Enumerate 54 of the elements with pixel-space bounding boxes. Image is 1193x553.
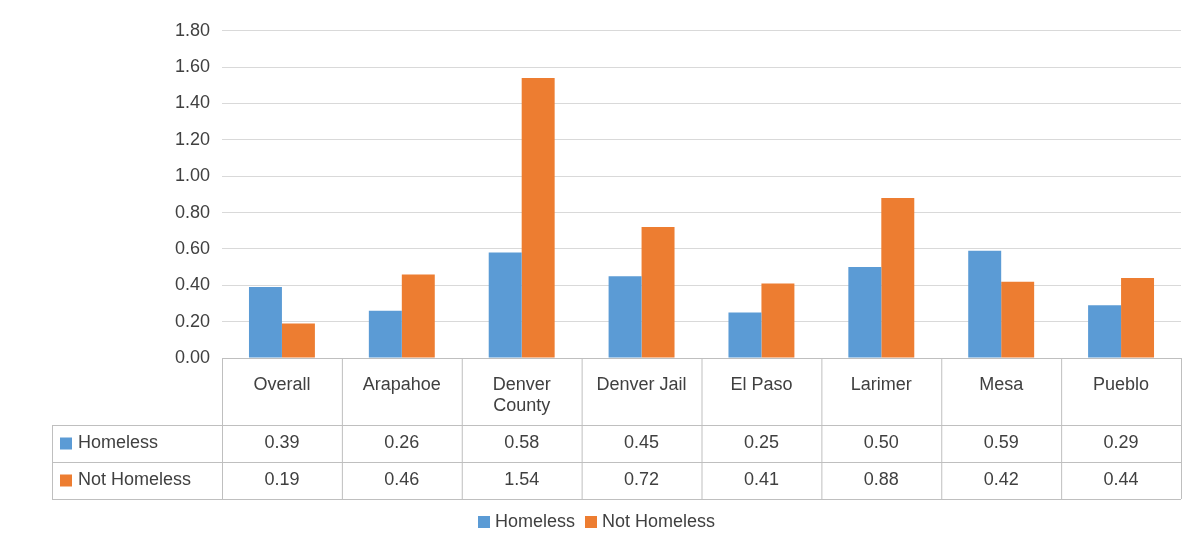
text: Homeless	[494, 511, 575, 531]
text: Not Homeless	[601, 511, 716, 531]
data-label: 0.25	[743, 432, 779, 453]
x-tick-label: Denver Jail	[596, 373, 687, 394]
bar	[881, 198, 915, 358]
bar	[968, 250, 1002, 358]
bar	[1088, 305, 1122, 358]
data-label: 0.41	[743, 469, 779, 490]
bar	[281, 323, 315, 358]
x-tick-label: Larimer	[850, 373, 912, 394]
bar	[608, 276, 642, 358]
x-tick-label: Denver County	[492, 373, 551, 416]
y-tick-label: 1.00	[174, 165, 210, 186]
legend-label: Not Homeless	[78, 469, 192, 490]
data-label: 0.39	[264, 432, 300, 453]
y-tick-label: 0.40	[174, 274, 210, 295]
x-tick-label: El Paso	[730, 373, 793, 394]
bar	[1001, 281, 1035, 358]
data-label: 0.29	[1103, 432, 1139, 453]
y-tick-label: 0.20	[174, 310, 210, 331]
y-tick-label: 1.60	[174, 56, 210, 77]
x-tick-label: Pueblo	[1093, 373, 1150, 394]
y-tick-label: 0.80	[174, 201, 210, 222]
data-label: 1.54	[504, 469, 540, 490]
data-label: 0.42	[983, 469, 1019, 490]
bar	[368, 310, 402, 358]
y-tick-label: 0.00	[174, 346, 210, 367]
bar	[521, 78, 555, 358]
data-label: 0.50	[863, 432, 899, 453]
data-label: 0.58	[504, 432, 540, 453]
data-label: 0.72	[624, 469, 660, 490]
bar	[401, 274, 435, 358]
data-label: 0.44	[1103, 469, 1139, 490]
bar	[248, 287, 282, 358]
data-label: 0.26	[384, 432, 420, 453]
bar	[848, 267, 882, 358]
x-tick-label: Overall	[253, 373, 311, 394]
y-tick-label: 1.20	[174, 128, 210, 149]
x-tick-label: Arapahoe	[362, 373, 441, 394]
bar	[728, 312, 762, 358]
x-tick-label: Mesa	[979, 373, 1025, 394]
data-label: 0.46	[384, 469, 420, 490]
y-tick-label: 0.60	[174, 237, 210, 258]
legend-label: Homeless	[78, 432, 159, 453]
y-tick-label: 1.80	[174, 19, 210, 40]
bar	[761, 283, 795, 358]
bar	[488, 252, 522, 358]
data-label: 0.88	[863, 469, 899, 490]
bar	[641, 227, 675, 358]
data-label: 0.59	[983, 432, 1019, 453]
y-tick-label: 1.40	[174, 92, 210, 113]
bar	[1121, 278, 1155, 358]
data-label: 0.19	[264, 469, 300, 490]
data-label: 0.45	[624, 432, 660, 453]
